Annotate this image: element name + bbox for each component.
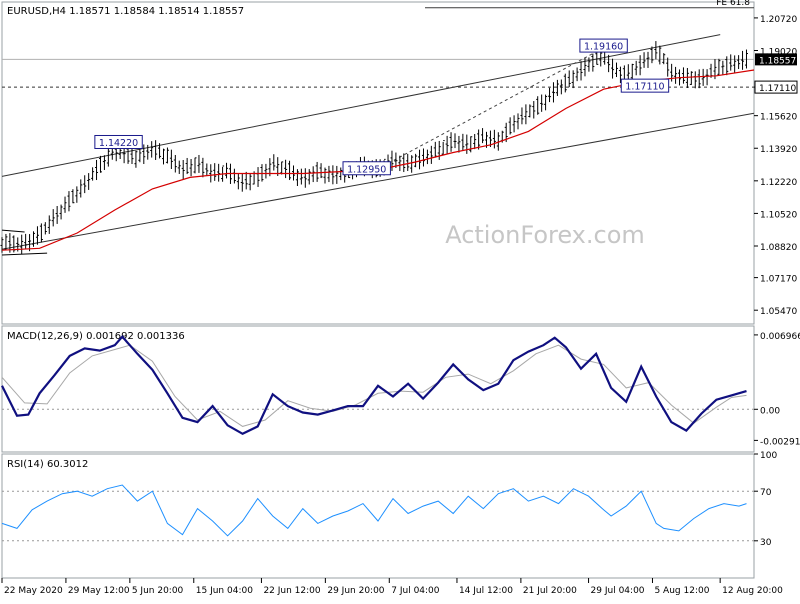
x-axis: 22 May 2020 29 May 12:00 5 Jun 20:00 15 Jun… (1, 578, 783, 596)
channel-lower-line (1, 112, 755, 250)
macd-plot (1, 335, 754, 436)
price-annotation-box (620, 78, 670, 93)
x-tick-label: 5 Aug 12:00 (654, 586, 709, 596)
price-annotation-label: 1.12950 (347, 164, 386, 175)
price-tick-label: 1.12220 (760, 178, 797, 188)
price-tick-label: 1.08820 (760, 243, 797, 253)
short-trend-line (1, 229, 25, 233)
watermark: ActionForex.com (445, 221, 645, 249)
rsi-tick-label: 30 (760, 538, 772, 548)
fe-label: FE 61.8 (716, 0, 750, 8)
x-tick-label: 7 Jul 04:00 (391, 586, 440, 596)
macd-tick-label: -0.002913 (760, 437, 800, 447)
current-price-label: 1.18557 (759, 56, 796, 66)
price-plot: FE 61.8 1.14220 1.12950 1.19160 1.17110 (0, 0, 755, 256)
x-tick-label: 22 May 2020 (4, 586, 63, 596)
rsi-plot (1, 484, 754, 542)
macd-tick-label: 0.006966 (760, 332, 800, 342)
price-tick-label: 1.20720 (760, 15, 797, 25)
rsi-panel-frame (1, 453, 755, 579)
price-tick-label: 1.13920 (760, 145, 797, 155)
x-tick-label: 5 Jun 20:00 (132, 586, 184, 596)
x-tick-label: 29 Jun 20:00 (327, 586, 384, 596)
rsi-tick-label: 100 (760, 451, 777, 461)
level-price-badge (754, 80, 798, 94)
price-annotation-box (579, 38, 628, 53)
price-annotation-box (342, 161, 391, 176)
price-tick-label: 1.19020 (760, 47, 797, 57)
rsi-y-axis: 100 70 30 (754, 451, 777, 548)
channel-upper-line (1, 34, 721, 177)
price-annotation-label: 1.17110 (625, 82, 664, 93)
price-annotation-label: 1.14220 (99, 138, 138, 149)
x-tick-label: 21 Jul 20:00 (523, 586, 577, 596)
x-tick-label: 14 Jul 12:00 (459, 586, 513, 596)
price-annotation-label: 1.19160 (584, 42, 623, 53)
price-header: EURUSD,H4 1.18571 1.18584 1.18514 1.1855… (7, 6, 244, 17)
swing-dashed-line (377, 47, 604, 170)
price-tick-label: 1.10520 (760, 210, 797, 220)
price-tick-label: 1.15620 (760, 113, 797, 123)
macd-title: MACD(12,26,9) 0.001692 0.001336 (7, 331, 185, 342)
macd-y-axis: 0.006966 0.00 -0.002913 (754, 332, 800, 447)
x-tick-label: 15 Jun 04:00 (196, 586, 253, 596)
level-price-label: 1.17110 (759, 84, 796, 94)
x-tick-label: 29 Jul 04:00 (591, 586, 645, 596)
macd-panel-frame (1, 325, 755, 453)
short-trend-line (1, 252, 48, 256)
x-tick-label: 22 Jun 12:00 (263, 586, 320, 596)
x-tick-label: 12 Aug 20:00 (722, 586, 783, 596)
rsi-line (1, 484, 747, 537)
rsi-title: RSI(14) 60.3012 (7, 459, 88, 470)
price-annotation-box (94, 134, 143, 149)
price-y-axis: 1.20720 1.19020 1.17110 1.15620 1.13920 1.122… (754, 15, 798, 317)
macd-main-line (1, 335, 747, 436)
x-tick-label: 29 May 12:00 (68, 586, 130, 596)
price-panel-frame (1, 1, 755, 325)
macd-signal-line (1, 344, 747, 427)
price-tick-label: 1.07170 (760, 275, 797, 285)
price-tick-label: 1.05470 (760, 307, 797, 317)
macd-tick-label: 0.00 (760, 406, 780, 416)
current-price-badge (755, 53, 797, 66)
rsi-tick-label: 70 (760, 488, 772, 498)
